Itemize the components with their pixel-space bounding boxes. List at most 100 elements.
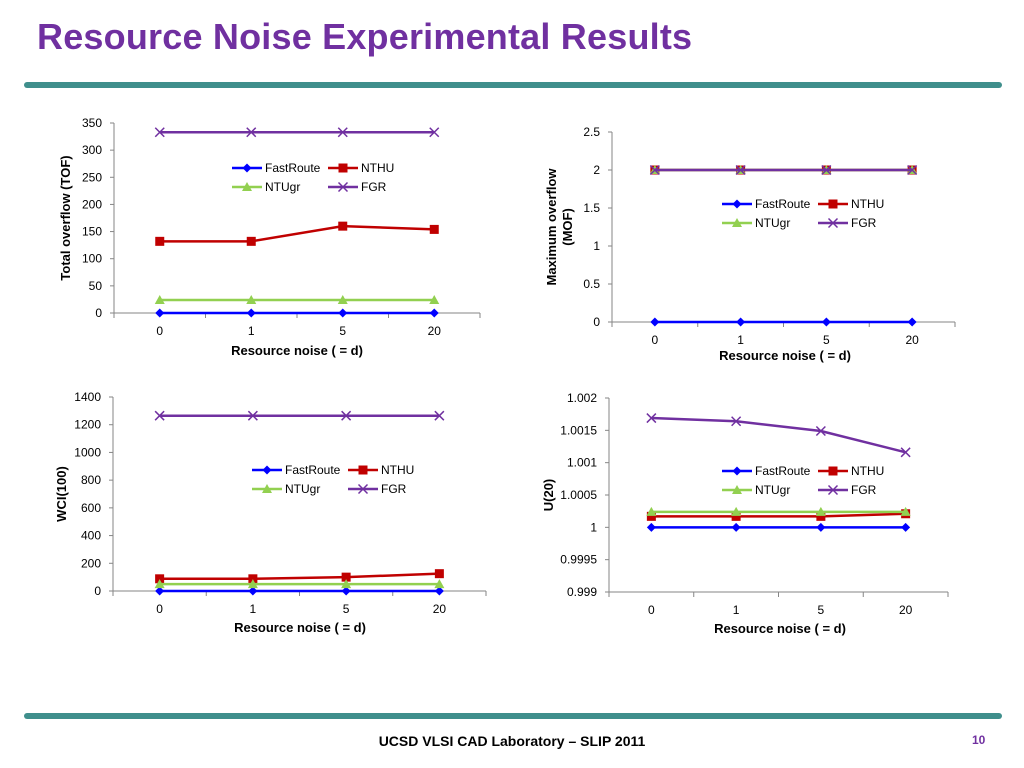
legend-marker bbox=[732, 218, 742, 227]
legend-marker bbox=[828, 466, 838, 476]
slide-title: Resource Noise Experimental Results bbox=[37, 16, 693, 57]
y-tick-label: 800 bbox=[81, 473, 101, 487]
data-point-fgr bbox=[731, 416, 742, 427]
legend-label: FGR bbox=[381, 482, 407, 496]
legend-label: FastRoute bbox=[755, 197, 811, 211]
data-point-ntugr bbox=[429, 294, 440, 304]
legend-label: NTHU bbox=[851, 197, 884, 211]
legend-marker bbox=[732, 485, 742, 494]
y-tick-label: 1.0015 bbox=[560, 423, 597, 437]
data-point-ntugr bbox=[154, 294, 165, 304]
legend-label: NTHU bbox=[361, 161, 394, 175]
data-point-ntugr bbox=[815, 506, 826, 516]
data-point-fastroute bbox=[821, 317, 831, 327]
y-tick-label: 1 bbox=[593, 239, 600, 253]
data-point-fastroute bbox=[650, 317, 660, 327]
legend-label: NTUgr bbox=[755, 483, 790, 497]
x-tick-label: 0 bbox=[652, 333, 659, 347]
y-tick-label: 200 bbox=[81, 556, 101, 570]
data-point-nthu bbox=[646, 511, 656, 521]
data-point-fgr bbox=[907, 164, 918, 176]
legend-marker bbox=[262, 484, 272, 493]
legend-marker bbox=[242, 163, 252, 173]
legend-label: FastRoute bbox=[755, 464, 811, 478]
data-point-fgr bbox=[815, 425, 826, 437]
y-axis-title: Total overflow (TOF) bbox=[58, 155, 73, 280]
data-point-fastroute bbox=[338, 308, 348, 318]
x-tick-label: 0 bbox=[156, 602, 163, 616]
x-tick-label: 5 bbox=[343, 602, 350, 616]
legend-marker bbox=[357, 483, 369, 495]
y-tick-label: 1000 bbox=[74, 445, 101, 459]
y-tick-label: 1.002 bbox=[567, 391, 597, 405]
legend-marker bbox=[242, 182, 252, 191]
legend-label: FGR bbox=[851, 483, 877, 497]
footer-text: UCSD VLSI CAD Laboratory – SLIP 2011 bbox=[378, 733, 646, 749]
data-point-fgr bbox=[247, 410, 258, 421]
data-point-ntugr bbox=[341, 579, 352, 589]
data-point-nthu bbox=[731, 511, 741, 521]
y-tick-label: 1.0005 bbox=[560, 488, 597, 502]
y-tick-label: 0.9995 bbox=[560, 553, 597, 567]
legend-marker bbox=[827, 484, 839, 496]
data-point-fastroute bbox=[155, 586, 165, 596]
legend-label: FastRoute bbox=[265, 161, 321, 175]
series-line-fgr bbox=[651, 416, 906, 454]
y-tick-label: 200 bbox=[82, 197, 102, 211]
chart-3: 0 200 400 600 800 1000 1200 1400 0 1 5 20 Resource n… bbox=[54, 390, 487, 635]
data-point-fastroute bbox=[341, 586, 351, 596]
data-point-nthu bbox=[155, 236, 165, 246]
y-tick-label: 150 bbox=[82, 225, 102, 239]
y-tick-label: 2 bbox=[593, 163, 600, 177]
x-tick-label: 5 bbox=[823, 333, 830, 347]
x-axis-title: Resource noise ( = d) bbox=[231, 343, 363, 358]
data-point-ntugr bbox=[246, 294, 257, 304]
data-point-nthu bbox=[246, 236, 256, 246]
data-point-fastroute bbox=[646, 522, 656, 532]
chart-2: 0 0.5 1 1.5 2 2.5 0 1 5 20 Resource noise ( = d) Ma… bbox=[544, 125, 956, 363]
y-axis-title: Maximum overflow(MOF) bbox=[544, 168, 575, 286]
y-tick-label: 50 bbox=[89, 279, 103, 293]
y-tick-label: 1.5 bbox=[583, 201, 600, 215]
legend-marker bbox=[828, 199, 838, 209]
legend-label: NTUgr bbox=[285, 482, 320, 496]
x-axis-title: Resource noise ( = d) bbox=[714, 621, 846, 636]
y-tick-label: 1400 bbox=[74, 390, 101, 404]
data-point-fastroute bbox=[731, 522, 741, 532]
legend-label: FGR bbox=[851, 216, 877, 230]
legend-marker bbox=[358, 465, 368, 475]
x-tick-label: 1 bbox=[250, 602, 257, 616]
data-point-ntugr bbox=[247, 579, 258, 589]
data-point-fastroute bbox=[434, 586, 444, 596]
x-tick-label: 1 bbox=[248, 324, 255, 338]
legend-marker bbox=[262, 465, 272, 475]
data-point-fgr bbox=[154, 127, 165, 138]
y-tick-label: 1.001 bbox=[567, 456, 597, 470]
data-point-nthu bbox=[338, 221, 348, 231]
legend-marker bbox=[337, 181, 349, 193]
legend-label: NTHU bbox=[381, 463, 414, 477]
data-point-fgr bbox=[649, 164, 660, 176]
data-point-fgr bbox=[735, 164, 746, 176]
y-tick-label: 0.999 bbox=[567, 585, 597, 599]
x-tick-label: 20 bbox=[905, 333, 919, 347]
data-point-ntugr bbox=[731, 506, 742, 516]
legend-label: NTHU bbox=[851, 464, 884, 478]
data-point-fgr bbox=[337, 127, 348, 138]
legend: FastRoute NTHU NTUgr FGR bbox=[722, 464, 884, 497]
y-axis-title-line: U(20) bbox=[541, 479, 556, 512]
x-tick-label: 5 bbox=[339, 324, 346, 338]
legend-marker bbox=[732, 466, 742, 476]
data-point-fgr bbox=[341, 410, 352, 421]
data-point-ntugr bbox=[154, 579, 165, 589]
y-axis-title-line: Maximum overflow bbox=[544, 168, 559, 286]
slide-number: 10 bbox=[972, 733, 986, 747]
data-point-fgr bbox=[434, 410, 445, 421]
data-point-fgr bbox=[154, 410, 165, 421]
y-tick-label: 250 bbox=[82, 170, 102, 184]
y-tick-label: 1200 bbox=[74, 418, 101, 432]
y-tick-label: 1 bbox=[590, 520, 597, 534]
y-axis-title-line: (MOF) bbox=[560, 208, 575, 246]
legend: FastRoute NTHU NTUgr FGR bbox=[252, 463, 414, 496]
series-line-nthu bbox=[159, 224, 435, 243]
